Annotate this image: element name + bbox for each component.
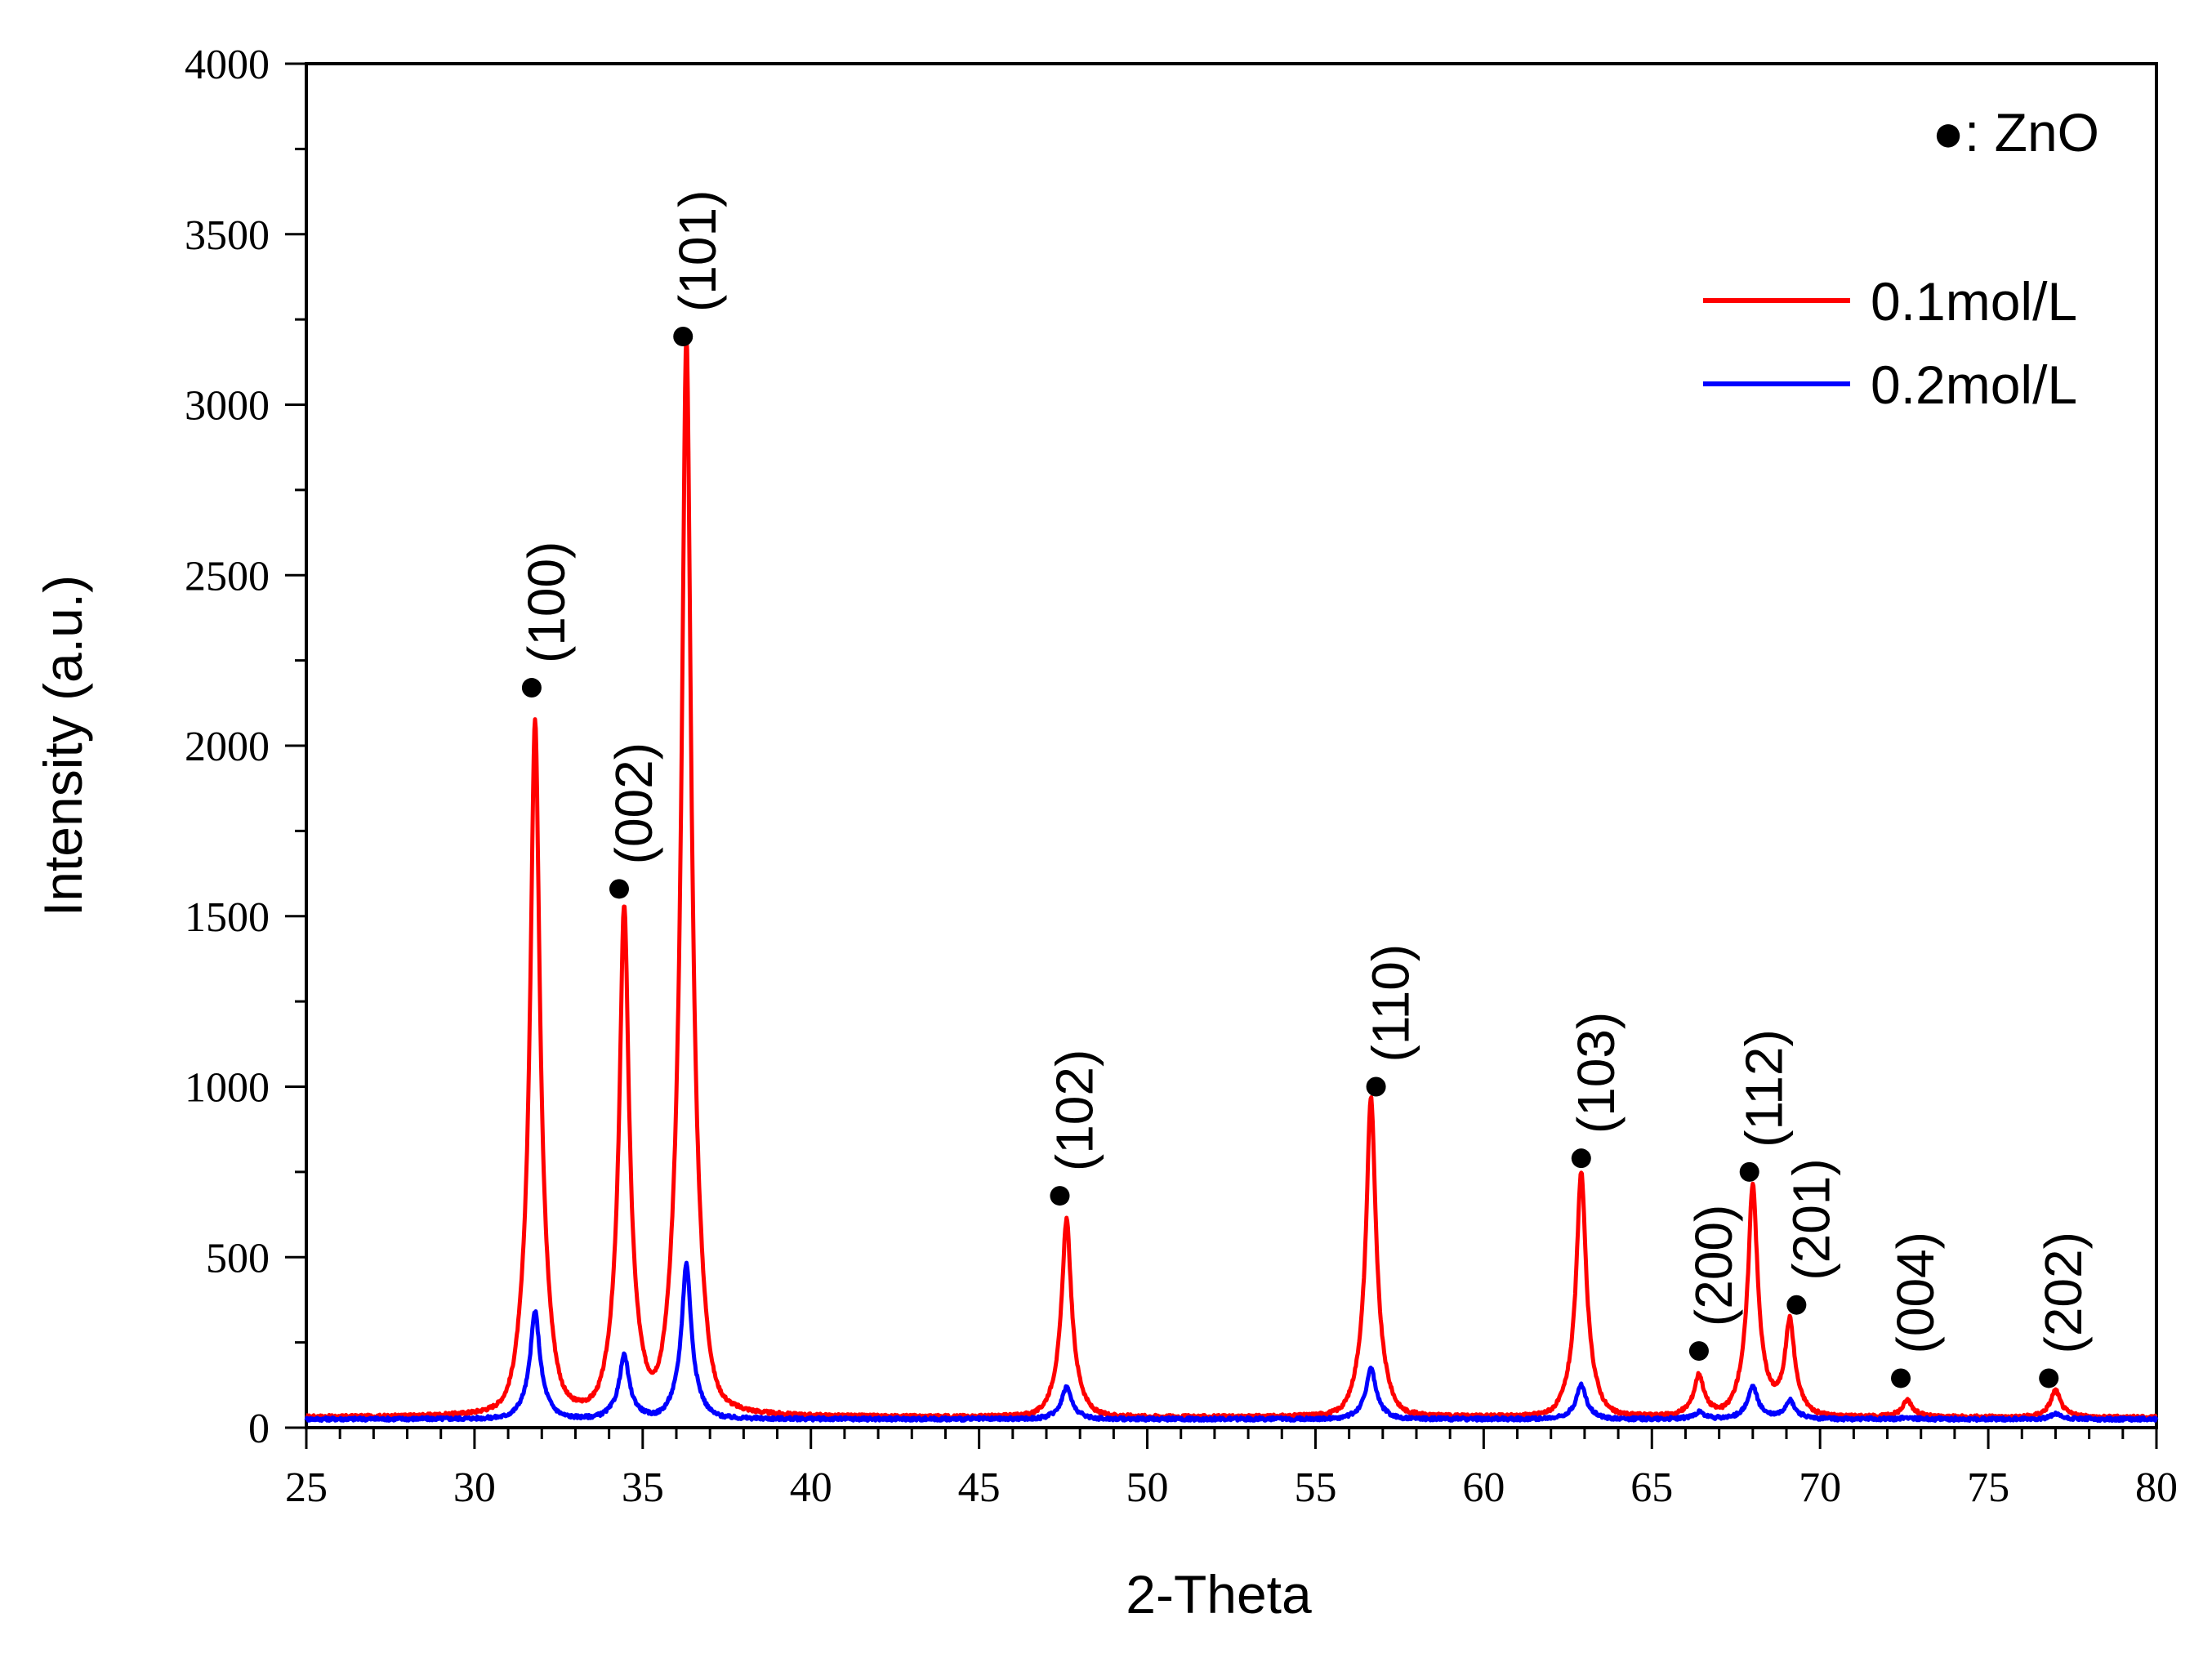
- y-tick-label: 2000: [185, 724, 270, 770]
- legend: ●: ZnO 0.1mol/L 0.2mol/L: [1703, 102, 2099, 415]
- x-tick-label: 50: [1126, 1464, 1169, 1511]
- series-line-2: [304, 1260, 2159, 1423]
- peak-label: (002): [604, 742, 663, 864]
- peak-label: (101): [668, 190, 727, 312]
- y-tick-label: 3500: [185, 212, 270, 259]
- axis-ticks: [285, 62, 2158, 1449]
- legend-marker-zno: ●: ZnO: [1932, 102, 2099, 163]
- y-tick-label: 0: [248, 1406, 270, 1452]
- peak-marker-dot: [1366, 1076, 1386, 1097]
- x-tick-label: 40: [790, 1464, 832, 1511]
- y-tick-label: 4000: [185, 42, 270, 88]
- peak-label: (102): [1045, 1050, 1104, 1171]
- x-tick-label: 75: [1967, 1464, 2009, 1511]
- x-tick-label: 65: [1630, 1464, 1673, 1511]
- peak-marker-dot: [521, 678, 542, 698]
- peak-marker-dot: [1891, 1368, 1911, 1388]
- x-tick-label: 45: [958, 1464, 1001, 1511]
- x-tick-label: 80: [2135, 1464, 2178, 1511]
- y-tick-label: 2500: [185, 553, 270, 599]
- x-tick-label: 25: [285, 1464, 328, 1511]
- x-tick-label: 30: [453, 1464, 496, 1511]
- x-axis-title: 2-Theta: [1126, 1564, 1312, 1625]
- y-tick-label: 1000: [185, 1065, 270, 1112]
- plot-frame: [305, 62, 2158, 1429]
- x-tick-labels: 25 30 35 40 45 50 55 60 65 70 75 80: [285, 1464, 2178, 1511]
- peak-label: (112): [1735, 1029, 1794, 1148]
- peak-marker-dot: [609, 879, 629, 899]
- x-tick-label: 35: [622, 1464, 664, 1511]
- peak-label: (202): [2034, 1232, 2093, 1353]
- x-tick-label: 60: [1462, 1464, 1505, 1511]
- series-line-1: [305, 335, 2158, 1421]
- y-tick-label: 500: [206, 1235, 270, 1281]
- legend-label-series-2: 0.2mol/L: [1871, 354, 2077, 415]
- peak-annotations: (100) (002) (101) (102) (110) (103) (200) (112)…: [517, 190, 2093, 1388]
- x-tick-label: 55: [1294, 1464, 1336, 1511]
- legend-label-series-1: 0.1mol/L: [1871, 271, 2077, 332]
- peak-marker-dot: [1739, 1161, 1759, 1182]
- peak-marker-dot: [1786, 1295, 1807, 1315]
- peak-label: (004): [1886, 1232, 1945, 1353]
- peak-label: (110): [1362, 944, 1420, 1063]
- peak-marker-dot: [673, 327, 693, 346]
- y-tick-labels: 0 500 1000 1500 2000 2500 3000 3500 4000: [185, 42, 270, 1452]
- x-tick-label: 70: [1799, 1464, 1841, 1511]
- y-tick-label: 1500: [185, 894, 270, 941]
- peak-label: (100): [517, 542, 576, 663]
- peak-marker-dot: [1050, 1186, 1070, 1206]
- peak-label: (201): [1782, 1158, 1840, 1280]
- peak-label: (103): [1567, 1012, 1626, 1134]
- peak-label: (200): [1684, 1205, 1743, 1326]
- peak-marker-dot: [2039, 1368, 2059, 1388]
- y-tick-label: 3000: [185, 383, 270, 430]
- peak-marker-dot: [1571, 1148, 1591, 1169]
- peak-marker-dot: [1688, 1341, 1709, 1362]
- series-layer: [304, 335, 2159, 1423]
- y-axis-title: Intensity (a.u.): [33, 575, 93, 916]
